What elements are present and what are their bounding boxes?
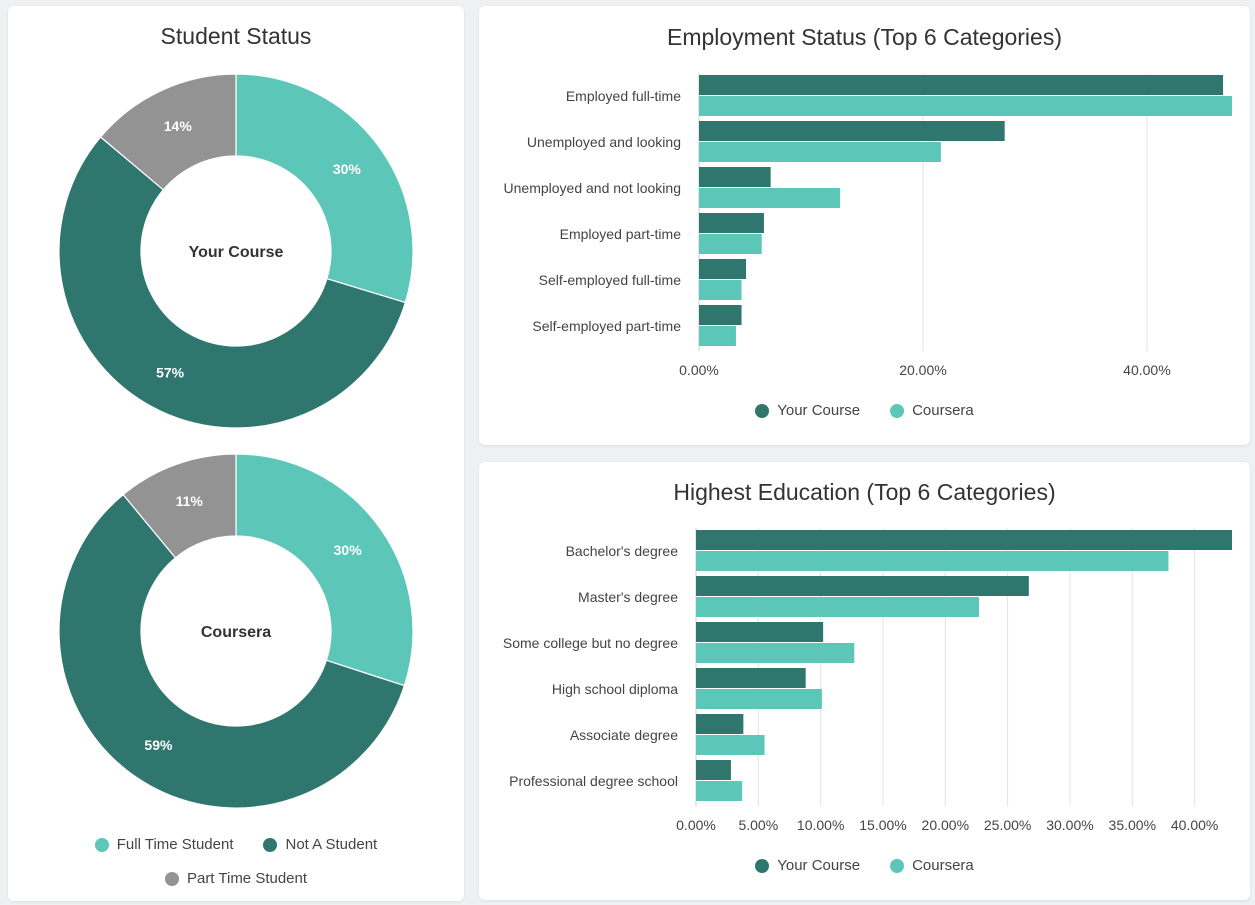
legend-full-time-student[interactable]: Full Time Student (94, 836, 234, 853)
donut-slice-label: 30% (334, 542, 363, 558)
employment-legend: Your Course Coursera (479, 402, 1250, 419)
student-status-donuts: 30% 57% 14% Your Course 30% 59% 11% Coursera (58, 73, 414, 809)
bar-coursera[interactable] (699, 142, 941, 162)
donut-slice-full-time-student[interactable] (235, 453, 414, 687)
x-tick-label: 15.00% (859, 817, 906, 833)
category-label: Unemployed and not looking (504, 180, 681, 196)
legend-dot-your-course (755, 858, 770, 873)
donut-slice-not-a-student[interactable] (58, 136, 407, 429)
x-tick-label: 0.00% (676, 817, 716, 833)
bar-your-course[interactable] (699, 259, 747, 279)
category-label: Associate degree (570, 727, 678, 743)
category-label: High school diploma (552, 681, 678, 697)
legend-dot-dark (263, 837, 278, 852)
x-tick-label: 25.00% (984, 817, 1031, 833)
legend-label-part-time: Part Time Student (186, 870, 308, 887)
legend-your-course[interactable]: Your Course (755, 402, 860, 419)
bar-your-course[interactable] (699, 213, 764, 233)
legend-coursera[interactable]: Coursera (890, 857, 974, 874)
legend-dot-light (94, 837, 109, 852)
category-label: Bachelor's degree (566, 543, 679, 559)
student-status-card: Student Status 30% 57% 14% Your Course 30% 59… (8, 6, 464, 901)
donut-slice-label: 11% (176, 493, 204, 509)
x-tick-label: 35.00% (1109, 817, 1156, 833)
legend-label-full-time: Full Time Student (116, 836, 234, 853)
legend-label-coursera: Coursera (912, 857, 974, 874)
x-tick-label: 40.00% (1171, 817, 1218, 833)
category-label: Some college but no degree (503, 635, 678, 651)
legend-label-your-course: Your Course (777, 857, 861, 874)
employment-status-title: Employment Status (Top 6 Categories) (666, 24, 1062, 50)
education-bar-chart: 0.00% 5.00% 10.00% 15.00% 20.00% 25.00% 30.00%… (503, 528, 1232, 833)
student-legend-row-2: Part Time Student (8, 870, 464, 887)
legend-label-not-a-student: Not A Student (285, 836, 378, 853)
bar-coursera[interactable] (699, 188, 841, 208)
bar-your-course[interactable] (699, 121, 1005, 141)
legend-label-coursera: Coursera (912, 402, 974, 419)
category-label: Self-employed full-time (539, 272, 682, 288)
legend-dot-your-course (755, 403, 770, 418)
donut-slice-full-time-student[interactable] (235, 73, 414, 304)
bar-coursera[interactable] (696, 597, 979, 617)
bar-coursera[interactable] (696, 551, 1169, 571)
legend-dot-grey (164, 871, 179, 886)
legend-dot-coursera (890, 858, 905, 873)
donut-slice-part-time-student[interactable] (99, 73, 237, 191)
bar-your-course[interactable] (696, 622, 824, 642)
donut-center-label: Coursera (201, 624, 271, 641)
student-status-title: Student Status (160, 23, 312, 49)
donut-slice-part-time-student[interactable] (122, 453, 237, 559)
employment-status-card: Employment Status (Top 6 Categories) 0.0… (479, 6, 1250, 445)
bar-coursera[interactable] (696, 781, 743, 801)
bar-coursera[interactable] (696, 689, 822, 709)
employment-bar-chart: 0.00% 20.00% 40.00% Employed full-time Unemp… (504, 73, 1232, 378)
legend-not-a-student[interactable]: Not A Student (263, 836, 377, 853)
student-legend-row-1: Full Time Student Not A Student (8, 836, 464, 853)
bar-your-course[interactable] (699, 167, 771, 187)
category-label: Professional degree school (509, 773, 678, 789)
donut-slice-label: 57% (156, 364, 185, 380)
bar-your-course[interactable] (696, 668, 806, 688)
x-tick-label: 30.00% (1046, 817, 1093, 833)
legend-coursera[interactable]: Coursera (890, 402, 974, 419)
donut-slice-label: 59% (144, 737, 173, 753)
donut-slice-not-a-student[interactable] (58, 493, 406, 809)
donut-slice-label: 30% (333, 161, 362, 177)
bar-coursera[interactable] (699, 234, 762, 254)
category-label: Employed part-time (560, 226, 682, 242)
x-tick-label: 5.00% (738, 817, 778, 833)
education-title: Highest Education (Top 6 Categories) (673, 479, 1056, 505)
bar-your-course[interactable] (696, 576, 1029, 596)
bar-coursera[interactable] (699, 280, 742, 300)
x-tick-label: 40.00% (1123, 362, 1170, 378)
category-label: Employed full-time (566, 88, 681, 104)
bar-your-course[interactable] (696, 530, 1232, 550)
bar-coursera[interactable] (699, 326, 736, 346)
bar-your-course[interactable] (699, 305, 742, 325)
bar-your-course[interactable] (699, 75, 1224, 95)
category-label: Self-employed part-time (532, 318, 681, 334)
bar-coursera[interactable] (696, 643, 855, 663)
bar-your-course[interactable] (696, 760, 731, 780)
x-tick-label: 0.00% (679, 362, 719, 378)
x-tick-label: 10.00% (797, 817, 844, 833)
bar-coursera[interactable] (699, 96, 1232, 116)
category-label: Master's degree (578, 589, 678, 605)
x-tick-label: 20.00% (899, 362, 946, 378)
donut-slice-label: 14% (164, 118, 193, 134)
legend-dot-coursera (890, 403, 905, 418)
category-label: Unemployed and looking (527, 134, 681, 150)
donut-center-label: Your Course (189, 244, 284, 261)
x-tick-label: 20.00% (922, 817, 969, 833)
legend-label-your-course: Your Course (777, 402, 861, 419)
legend-your-course[interactable]: Your Course (755, 857, 860, 874)
bar-your-course[interactable] (696, 714, 744, 734)
education-legend: Your Course Coursera (479, 857, 1250, 874)
bar-coursera[interactable] (696, 735, 765, 755)
legend-part-time-student[interactable]: Part Time Student (164, 870, 308, 887)
education-card: Highest Education (Top 6 Categories) 0.0… (479, 462, 1250, 900)
